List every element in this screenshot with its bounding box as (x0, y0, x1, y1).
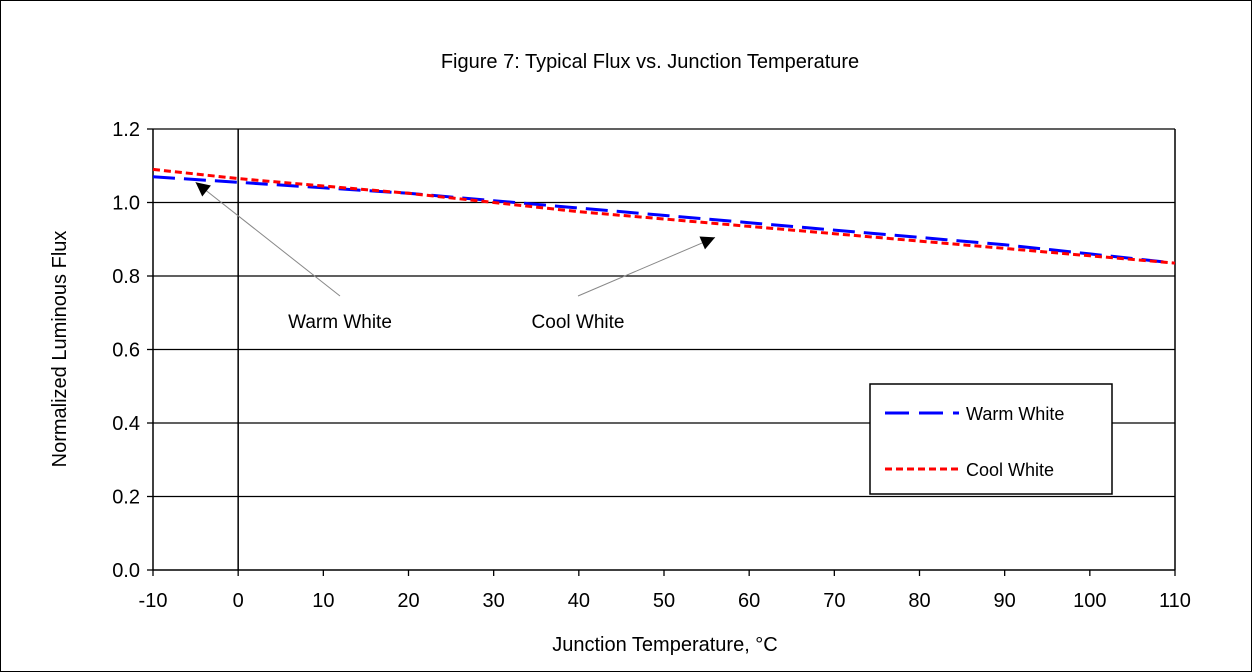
series-line-0 (152, 175, 1176, 265)
legend-label-warm-white: Warm White (966, 404, 1064, 424)
x-tick-label-4: 30 (483, 590, 505, 612)
y-axis-label: Normalized Luminous Flux (49, 231, 71, 468)
x-tick-label-8: 70 (823, 590, 845, 612)
x-tick-label-2: 10 (312, 590, 334, 612)
y-tick-label-5: 1.0 (112, 193, 140, 215)
gridlines (153, 128, 1175, 498)
legend-label-cool-white: Cool White (966, 460, 1054, 480)
y-tick-label-6: 1.2 (112, 119, 140, 141)
annotation-leader-1 (577, 236, 716, 297)
x-tick-label-6: 50 (653, 590, 675, 612)
x-tick-label-12: 110 (1159, 590, 1191, 612)
x-axis-label: Junction Temperature, °C (552, 634, 778, 656)
y-tick-label-4: 0.8 (112, 266, 140, 288)
series-line-1 (152, 167, 1176, 265)
chart-title: Figure 7: Typical Flux vs. Junction Temp… (441, 51, 859, 73)
legend-box (869, 383, 1113, 495)
x-tick-label-1: 0 (233, 590, 244, 612)
y-tick-label-3: 0.6 (112, 340, 140, 362)
annotation-arrowhead-0 (195, 182, 211, 197)
x-tick-labels: -10 0 10 20 30 40 50 60 70 80 90 100 110 (139, 570, 1191, 612)
x-tick-label-3: 20 (397, 590, 419, 612)
x-tick-label-7: 60 (738, 590, 760, 612)
annotation-arrowhead-1 (699, 236, 716, 250)
x-tick-label-0: -10 (139, 590, 168, 612)
annotation-label-0: Warm White (288, 312, 392, 333)
annotations: Warm White Cool White (195, 181, 716, 333)
x-tick-label-9: 80 (908, 590, 930, 612)
legend: Warm White Cool White (869, 383, 1113, 495)
x-tick-label-11: 100 (1073, 590, 1106, 612)
x-tick-label-5: 40 (568, 590, 590, 612)
annotation-label-1: Cool White (532, 312, 625, 333)
series-lines (152, 167, 1176, 265)
annotation-leader-0 (195, 181, 341, 297)
y-tick-label-2: 0.4 (112, 413, 140, 435)
x-tick-label-10: 90 (994, 590, 1016, 612)
y-tick-label-1: 0.2 (112, 487, 140, 509)
y-tick-label-0: 0.0 (112, 560, 140, 582)
y-tick-labels: 0.0 0.2 0.4 0.6 0.8 1.0 1.2 (112, 119, 153, 582)
